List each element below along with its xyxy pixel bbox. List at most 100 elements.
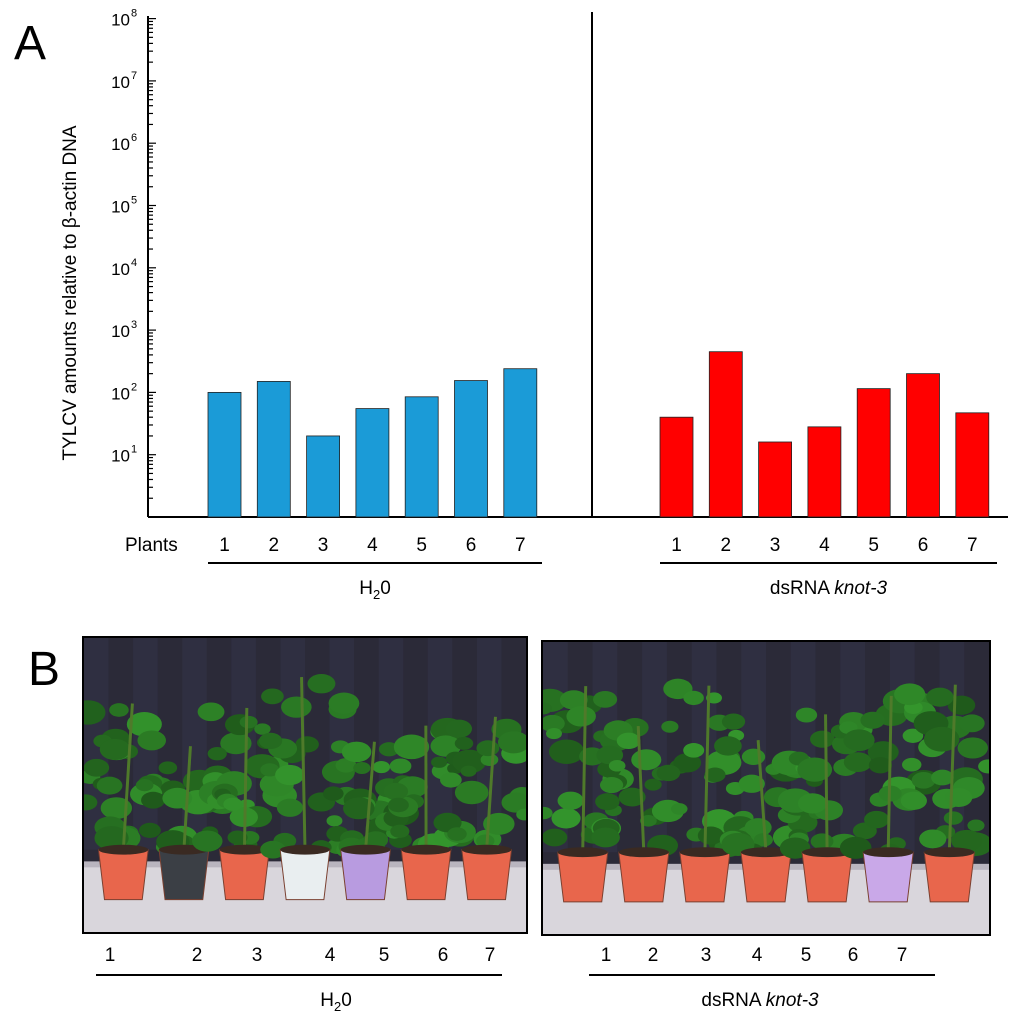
plant-leaf bbox=[84, 700, 106, 725]
y-tick-label: 10 bbox=[111, 260, 130, 279]
plant-leaf bbox=[868, 757, 893, 774]
pot-soil bbox=[557, 847, 608, 858]
plant-leaf bbox=[445, 719, 473, 738]
plant-stem bbox=[947, 684, 957, 853]
plant-leaf bbox=[430, 735, 462, 757]
plant-leaf bbox=[328, 692, 360, 714]
y-tick-label: 10 bbox=[111, 447, 130, 466]
bar-group1-plant-7 bbox=[503, 368, 538, 518]
photo-left-number: 5 bbox=[379, 945, 390, 966]
plant-leaf bbox=[543, 714, 565, 733]
plant-leaf bbox=[261, 688, 284, 705]
plant-leaf bbox=[944, 787, 973, 807]
plant-leaf bbox=[197, 702, 225, 722]
plant-pot bbox=[219, 849, 270, 901]
x-tick-label: 6 bbox=[918, 535, 929, 556]
plant-leaf bbox=[476, 740, 500, 757]
plant-leaf bbox=[900, 791, 927, 810]
plant-leaf bbox=[843, 729, 875, 752]
plant-leaf bbox=[795, 707, 818, 723]
bar-group2-plant-6 bbox=[906, 373, 940, 518]
plant-leaf bbox=[753, 833, 773, 847]
plant-leaf bbox=[608, 759, 626, 772]
pot-soil bbox=[740, 847, 792, 858]
plant-stem bbox=[364, 741, 376, 850]
plant-leaf bbox=[326, 815, 343, 827]
plant-leaf bbox=[599, 776, 624, 794]
plant-stem bbox=[824, 714, 829, 853]
plant-leaf bbox=[497, 731, 526, 754]
x-tick-label: 5 bbox=[416, 535, 427, 556]
x-tick-label: 7 bbox=[967, 535, 978, 556]
plant-leaf bbox=[810, 833, 834, 850]
bar-group1-plant-3 bbox=[306, 435, 341, 518]
plant-leaf bbox=[926, 687, 954, 707]
bar-group1-plant-5 bbox=[404, 396, 439, 518]
plant-pot bbox=[158, 849, 210, 901]
plant-leaf bbox=[135, 778, 154, 792]
plant-pot bbox=[679, 851, 731, 903]
plant-leaf bbox=[951, 829, 983, 852]
plant-leaf bbox=[141, 791, 166, 809]
y-tick-exponent: 7 bbox=[131, 70, 137, 82]
y-tick-label: 10 bbox=[111, 198, 130, 217]
plant-leaf bbox=[389, 758, 412, 774]
plant-leaf bbox=[84, 794, 98, 811]
plant-leaf bbox=[431, 756, 448, 768]
plant-leaf bbox=[595, 793, 620, 811]
plant-leaf bbox=[864, 810, 890, 829]
plant-leaf bbox=[383, 782, 409, 801]
photo-right-number: 6 bbox=[848, 945, 859, 966]
plant-leaf bbox=[797, 793, 827, 814]
plant-leaf bbox=[343, 797, 375, 820]
plant-leaf bbox=[295, 736, 319, 753]
plant-leaf bbox=[220, 732, 252, 755]
y-tick-label: 10 bbox=[111, 322, 130, 341]
photo-h2o-plants bbox=[82, 636, 528, 934]
plant-pot bbox=[400, 849, 452, 901]
plant-leaf bbox=[543, 828, 568, 847]
plant-leaf bbox=[447, 827, 467, 841]
plant-stem bbox=[581, 686, 588, 853]
plant-leaf bbox=[902, 757, 922, 772]
plant-leaf bbox=[207, 747, 227, 761]
x-labels: 1 2 3 4 5 6 7 H20 1 2 3 4 5 6 7 dsRNA knot-3 bbox=[208, 535, 997, 602]
plant-leaf bbox=[353, 761, 371, 774]
plant-leaf bbox=[557, 791, 584, 810]
plant-leaf bbox=[797, 757, 833, 782]
plant-leaf bbox=[276, 798, 304, 817]
photo-left-number: 6 bbox=[438, 945, 449, 966]
photo-left-number: 1 bbox=[105, 945, 116, 966]
plant-leaf bbox=[640, 814, 657, 827]
x-tick-label: 2 bbox=[269, 535, 280, 556]
plant-leaf bbox=[372, 760, 391, 774]
plant-leaf bbox=[323, 786, 344, 801]
plant-leaf bbox=[454, 736, 474, 750]
pot-soil bbox=[924, 847, 975, 858]
plant-leaf bbox=[162, 787, 193, 809]
plant-leaf bbox=[260, 840, 286, 859]
plant-leaf bbox=[227, 830, 248, 845]
plant-leaf bbox=[661, 720, 679, 733]
photo-right-number: 3 bbox=[701, 945, 712, 966]
y-tick-exponent: 6 bbox=[131, 132, 137, 144]
y-tick-exponent: 3 bbox=[131, 319, 137, 331]
plant-pot bbox=[801, 851, 853, 903]
plant-leaf bbox=[335, 758, 357, 773]
plant-leaf bbox=[440, 772, 462, 788]
plant-leaf bbox=[631, 749, 662, 771]
plant-leaf bbox=[501, 792, 526, 813]
pot-soil bbox=[219, 844, 270, 855]
group-label: H20 bbox=[359, 578, 391, 602]
x-tick-label: 4 bbox=[367, 535, 378, 556]
y-axis-label: TYLCV amounts relative to β-actin DNA bbox=[60, 125, 81, 460]
plant-pot bbox=[740, 851, 792, 903]
panel-letter-a: A bbox=[14, 17, 47, 70]
plant-leaf bbox=[551, 808, 581, 829]
plant-leaf bbox=[911, 772, 936, 789]
y-tick-label: 10 bbox=[111, 384, 130, 403]
plant-stem bbox=[756, 740, 768, 853]
x-tick-label: 7 bbox=[515, 535, 526, 556]
plant-pot bbox=[618, 851, 670, 903]
plant-leaf bbox=[260, 763, 280, 777]
